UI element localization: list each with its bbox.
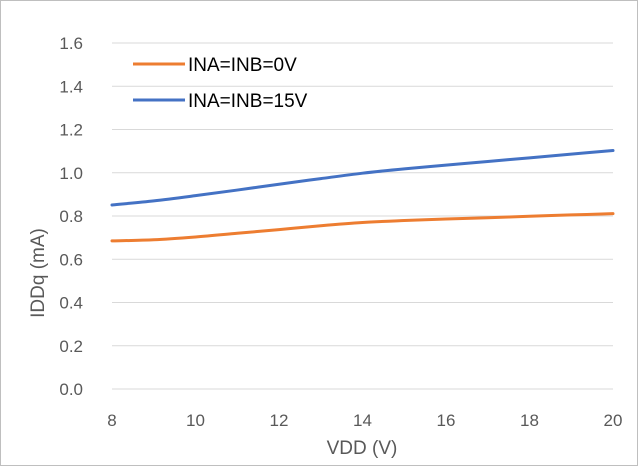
x-tick-labels: 8 10 12 14 16 18 20 — [107, 411, 622, 430]
y-tick-label: 1.6 — [59, 34, 83, 53]
legend-label: INA=INB=0V — [188, 55, 297, 76]
series-line-1 — [110, 212, 615, 243]
y-axis-title: IDDq (mA) — [28, 228, 49, 318]
y-tick-label: 0.2 — [59, 337, 83, 356]
y-tick-label: 0.0 — [59, 380, 83, 399]
legend: INA=INB=0V INA=INB=15V — [133, 55, 308, 112]
y-tick-label: 0.6 — [59, 250, 83, 269]
y-tick-label: 0.8 — [59, 207, 83, 226]
legend-label: INA=INB=15V — [188, 91, 308, 112]
x-tick-label: 20 — [604, 411, 623, 430]
y-tick-label: 1.2 — [59, 121, 83, 140]
y-tick-labels: 0.0 0.2 0.4 0.6 0.8 1.0 1.2 1.4 1.6 — [59, 34, 83, 399]
x-tick-label: 8 — [107, 411, 116, 430]
x-tick-label: 18 — [520, 411, 539, 430]
x-tick-label: 10 — [186, 411, 205, 430]
x-tick-label: 16 — [437, 411, 456, 430]
y-tick-label: 0.4 — [59, 294, 83, 313]
series-lines — [110, 148, 615, 243]
y-tick-label: 1.4 — [59, 77, 83, 96]
y-tick-label: 1.0 — [59, 164, 83, 183]
x-tick-label: 14 — [353, 411, 372, 430]
series-line-2 — [110, 148, 615, 207]
x-axis-title: VDD (V) — [327, 438, 398, 459]
x-tick-label: 12 — [270, 411, 289, 430]
gridlines — [112, 42, 613, 347]
